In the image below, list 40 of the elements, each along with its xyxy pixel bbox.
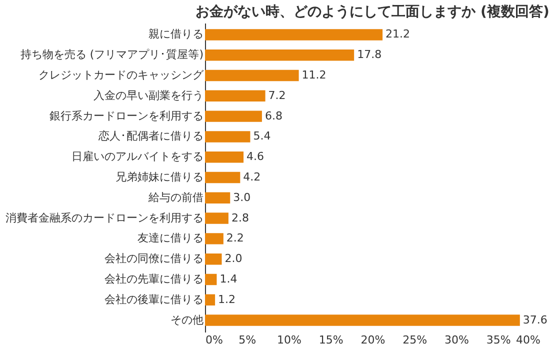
y-tick-label: 友達に借りる	[138, 232, 204, 245]
data-label: 37.6	[522, 313, 548, 326]
y-tick-label: 親に借りる	[148, 28, 204, 41]
data-label: 17.8	[357, 48, 382, 62]
y-tick-label: 会社の先輩に借りる	[104, 272, 204, 286]
data-label: 5.4	[253, 130, 271, 143]
data-label: 21.2	[386, 28, 410, 41]
data-label: 1.4	[220, 272, 238, 286]
y-tick-label: 銀行系カードローンを利用する	[50, 109, 204, 122]
data-label: 3.0	[233, 190, 251, 204]
y-tick-label: 兄弟姉妹に借りる	[116, 170, 204, 184]
data-label: 6.8	[264, 109, 282, 122]
y-tick-label: 持ち物を売る (フリマアプリ･質屋等)	[20, 48, 204, 62]
chart-title: お金がない時、どのようにして工面しますか (複数回答)	[196, 3, 550, 20]
data-label: 7.2	[268, 88, 286, 102]
data-label: 2.8	[231, 211, 249, 224]
y-tick-label: その他	[170, 313, 204, 326]
x-tick-label: 0%	[206, 334, 223, 346]
data-label: 2.2	[226, 232, 244, 245]
x-tick-label: 5%	[238, 334, 256, 346]
y-tick-label: 恋人･配偶者に借りる	[98, 130, 204, 143]
data-label: 11.2	[302, 68, 326, 82]
y-tick-label: 給与の前借	[148, 190, 204, 204]
y-tick-label: 日雇いのアルバイトをする	[72, 150, 204, 164]
x-tick-label: 40%	[516, 334, 540, 346]
x-tick-label: 25%	[402, 334, 428, 346]
y-tick-label: 会社の後輩に借りる	[104, 292, 204, 306]
y-tick-label: 消費者金融系のカードローンを利用する	[6, 211, 204, 224]
data-label: 4.2	[243, 170, 261, 184]
x-tick-label: 10%	[277, 334, 302, 346]
data-label: 4.6	[246, 150, 264, 164]
x-tick-label: 20%	[360, 334, 386, 346]
x-tick-label: 15%	[318, 334, 344, 346]
y-tick-label: クレジットカードのキャッシング	[38, 68, 204, 82]
x-tick-label: 35%	[486, 334, 511, 346]
y-tick-label: 会社の同僚に借りる	[104, 252, 204, 266]
y-tick-label: 入金の早い副業を行う	[94, 88, 204, 102]
x-tick-label: 30%	[444, 334, 469, 346]
data-label: 2.0	[224, 252, 242, 266]
data-label: 1.2	[218, 292, 236, 306]
